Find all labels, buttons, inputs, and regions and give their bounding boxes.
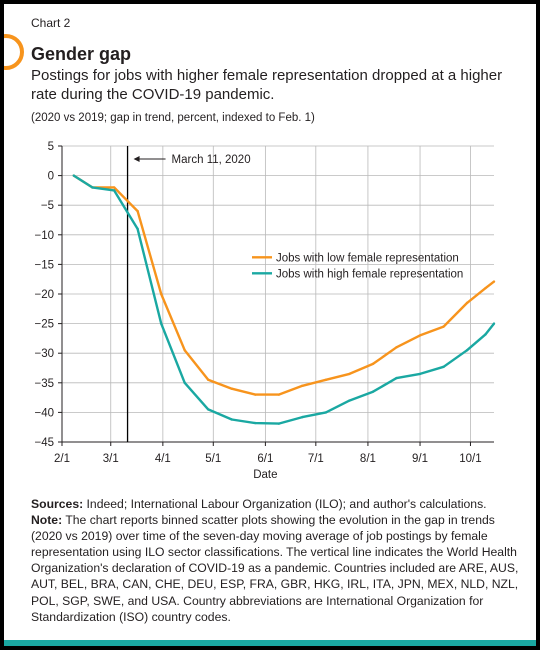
sources-line: Sources: Indeed; International Labour Or… [31,496,521,512]
x-tick-label: 8/1 [360,453,376,465]
series-line-high [73,174,495,425]
series-point-high [136,227,139,231]
chart-card: Chart 2 Gender gap Postings for jobs wit… [4,4,536,646]
series-point-low [484,286,487,290]
series-point-low [159,292,163,296]
series-point-low [230,387,233,390]
series-line-low [73,174,495,396]
accent-bar [4,640,536,646]
y-tick-label: −5 [41,200,54,212]
y-tick-label: 5 [48,141,54,153]
series-point-low [324,378,328,382]
series-point-low [465,301,469,305]
y-tick-label: −30 [34,348,54,360]
series-point-high [207,408,210,411]
x-tick-label: 2/1 [54,453,70,465]
series-point-low [254,393,257,396]
y-tick-label: −45 [34,437,54,449]
chart-subtitle: Postings for jobs with higher female rep… [31,67,503,103]
series-point-high [254,421,257,425]
x-tick-label: 7/1 [308,453,324,465]
x-tick-label: 4/1 [155,453,171,465]
series-point-high [183,381,186,384]
x-tick-label: 9/1 [412,453,428,465]
series-point-low [136,209,139,213]
series-point-high [230,418,233,421]
y-tick-label: −35 [34,378,54,390]
series-point-high [418,372,422,376]
grid-lines [61,145,494,443]
y-tick-label: −20 [34,289,54,301]
sources-label: Sources: [31,497,84,511]
annotation-layer: March 11, 2020 [126,146,251,442]
x-tick-label: 10/1 [459,453,481,465]
series-point-low [207,378,210,382]
note-label: Note: [31,513,63,528]
series-point-high [301,415,304,419]
chart-title: Gender gap [31,44,132,64]
series-layer [72,174,496,425]
series-point-low [183,349,186,352]
annotation-arrowhead-icon [133,156,140,162]
line-chart: 5 0 −5 −10 −15 −20 −25 −30 −35 −40 −452/1 3/1 4/1 5/1… [34,141,496,481]
axes: 5 0 −5 −10 −15 −20 −25 −30 −35 −40 −452/1 3/1 4/1 5/1… [34,141,494,481]
series-point-low [348,372,351,376]
series-point-low [492,280,496,283]
x-tick-label: 5/1 [205,453,221,465]
x-tick-label: 3/1 [103,453,119,465]
series-point-high [395,376,398,380]
series-point-low [277,393,281,396]
series-point-high [348,399,351,402]
legend: Jobs with low female representation Jobs … [252,252,463,280]
series-point-high [371,390,375,393]
legend-label-high: Jobs with high female representation [276,268,463,280]
series-point-high [484,333,487,336]
legend-label-low: Jobs with low female representation [276,252,459,264]
y-tick-label: −40 [34,407,54,419]
sources-text: Indeed; International Labour Organizatio… [86,497,487,511]
series-point-high [112,189,116,192]
x-axis-title: Date [253,469,277,481]
note-line: Note: The chart reports binned scatter p… [31,512,521,625]
series-point-low [301,384,304,387]
series-point-low [112,186,116,189]
chart-unit-note: (2020 vs 2019; gap in trend, percent, in… [31,112,315,124]
series-point-high [324,411,328,414]
series-point-high [442,365,445,369]
series-point-high [159,322,163,325]
series-point-high [492,322,496,325]
series-point-low [371,362,375,366]
series-point-high [91,186,94,189]
series-point-low [395,346,398,349]
note-text: The chart reports binned scatter plots s… [31,513,519,624]
series-point-high [277,422,281,425]
y-tick-label: −15 [34,259,54,271]
series-point-high [465,349,469,352]
annotation-label: March 11, 2020 [172,154,251,166]
series-point-high [72,174,75,177]
chart-label: Chart 2 [31,16,71,30]
series-point-low [418,334,422,337]
series-point-low [442,325,445,328]
chart-notes: Sources: Indeed; International Labour Or… [31,496,521,625]
y-tick-label: −25 [34,319,54,331]
y-tick-label: −10 [34,230,54,242]
x-tick-label: 6/1 [257,453,273,465]
y-tick-label: 0 [48,171,54,183]
decorative-ring-icon [4,34,24,70]
